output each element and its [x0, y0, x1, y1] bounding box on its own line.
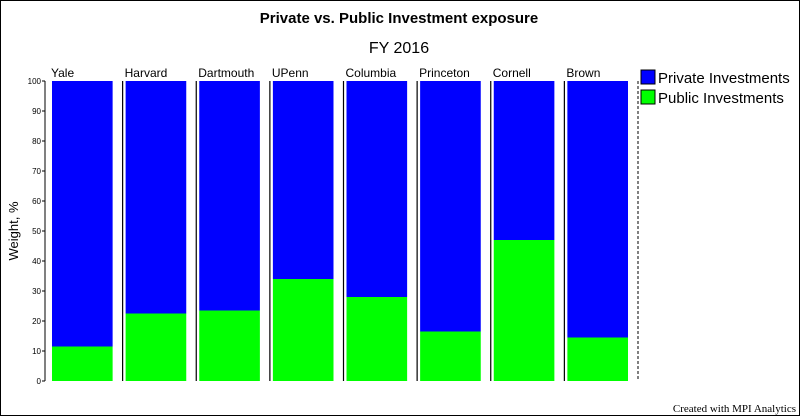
bar-private-yale [52, 81, 113, 347]
category-label: UPenn [272, 66, 309, 80]
y-tick-label: 30 [32, 287, 41, 296]
bar-public-upenn [272, 279, 334, 381]
category-label: Columbia [346, 66, 397, 80]
y-axis-label: Weight, % [6, 201, 21, 260]
bar-public-yale [52, 346, 113, 381]
legend-label: Public Investments [658, 90, 784, 107]
y-axis: 0 10 20 30 40 50 60 70 80 90 100 [28, 77, 639, 386]
bar-private-columbia [346, 81, 408, 297]
category-label: Princeton [419, 66, 470, 80]
y-tick-label: 100 [28, 77, 42, 86]
bar-public-princeton [420, 331, 481, 381]
bar-private-harvard [125, 81, 187, 314]
y-tick-label: 40 [32, 257, 41, 266]
bars-group: Yale Harvard Dartmouth UPenn Columbia Princet… [51, 66, 628, 381]
bar-private-dartmouth [199, 81, 260, 311]
chart-subtitle: FY 2016 [369, 40, 429, 57]
category-label: Cornell [493, 66, 531, 80]
y-tick-label: 70 [32, 167, 41, 176]
bar-public-brown [567, 337, 628, 381]
bar-private-brown [567, 81, 628, 338]
y-tick-label: 10 [32, 347, 41, 356]
category-label: Harvard [125, 66, 168, 80]
bar-public-harvard [125, 313, 187, 381]
y-tick-label: 90 [32, 107, 41, 116]
bar-public-columbia [346, 297, 408, 381]
y-tick-label: 20 [32, 317, 41, 326]
legend-swatch [640, 69, 656, 85]
footer-credit: Created with MPI Analytics [673, 403, 796, 415]
category-label: Yale [51, 66, 74, 80]
y-tick-label: 80 [32, 137, 41, 146]
legend-label: Private Investments [658, 70, 790, 87]
category-label: Dartmouth [198, 66, 254, 80]
bar-private-upenn [272, 81, 334, 279]
bar-private-princeton [420, 81, 481, 332]
y-tick-label: 0 [37, 377, 42, 386]
legend: Private Investments Public Investments [640, 69, 790, 107]
bar-private-cornell [493, 81, 555, 240]
legend-swatch [640, 89, 656, 105]
chart-title: Private vs. Public Investment exposure [260, 10, 538, 27]
y-tick-label: 60 [32, 197, 41, 206]
category-label: Brown [566, 66, 600, 80]
bar-public-dartmouth [199, 310, 260, 381]
y-tick-label: 50 [32, 227, 41, 236]
bar-public-cornell [493, 240, 555, 381]
